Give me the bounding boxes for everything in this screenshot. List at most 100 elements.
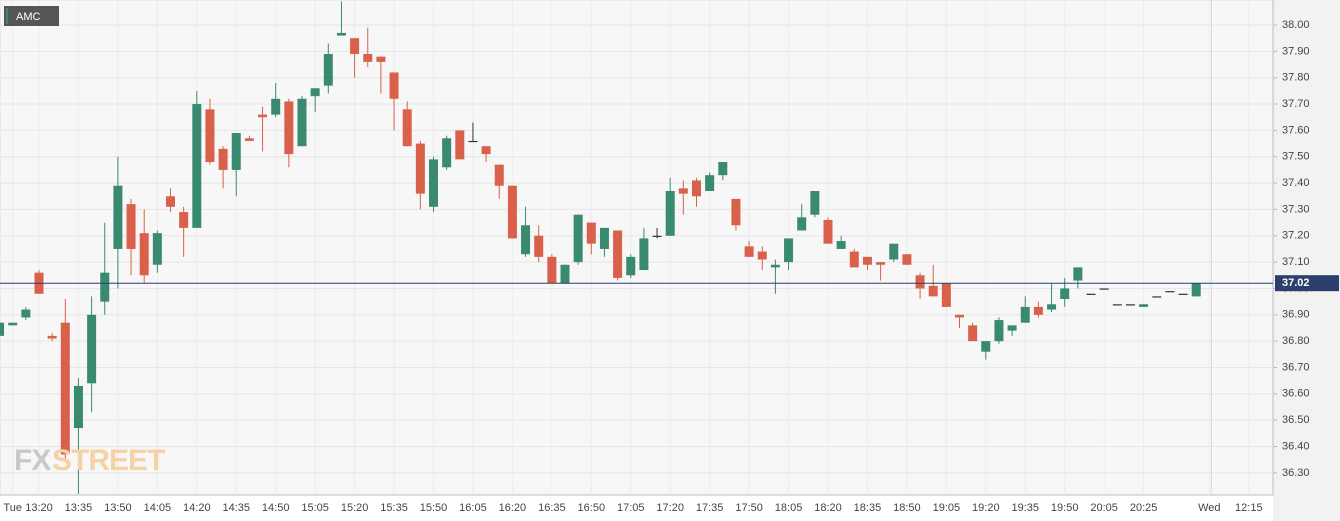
x-tick-label: 15:50	[420, 502, 448, 514]
candle-body	[113, 185, 123, 249]
candle-body	[862, 256, 872, 265]
candle-body	[258, 114, 268, 118]
candle-body	[494, 164, 504, 186]
candle-body	[547, 256, 557, 284]
candle-body	[1112, 304, 1122, 306]
y-tick-label: 37.40	[1282, 177, 1310, 189]
candle-body	[941, 283, 951, 307]
y-tick-label: 36.50	[1282, 414, 1310, 426]
candle-body	[560, 264, 570, 284]
candle-body	[744, 246, 754, 257]
watermark-street: STREET	[52, 444, 165, 477]
x-tick-label: 19:35	[1011, 502, 1039, 514]
candle-body	[994, 320, 1004, 342]
x-tick-label: 14:05	[144, 502, 172, 514]
candle-body	[271, 98, 281, 115]
candle-body	[192, 104, 202, 228]
candle-body	[1047, 304, 1057, 310]
x-tick-label: 16:20	[499, 502, 527, 514]
candle-body	[1033, 306, 1043, 315]
candle-body	[389, 72, 399, 99]
candle-body	[166, 196, 175, 207]
x-tick-label: 18:50	[893, 502, 921, 514]
x-tick-label: 16:35	[538, 502, 566, 514]
candle-body	[1125, 304, 1135, 306]
y-tick-label: 36.70	[1282, 361, 1310, 373]
candle-body	[139, 233, 149, 276]
x-tick-label: 20:25	[1130, 502, 1158, 514]
candle-body	[1191, 283, 1201, 297]
candle-body	[507, 185, 517, 239]
candle-body	[1139, 304, 1149, 307]
x-tick-label: 17:35	[696, 502, 724, 514]
x-tick-label: 19:05	[933, 502, 961, 514]
x-tick-label: 15:05	[301, 502, 329, 514]
candle-body	[218, 148, 228, 170]
candle-body	[297, 98, 307, 147]
legend-swatch	[6, 8, 8, 24]
x-tick-label: 14:35	[222, 502, 250, 514]
candle-body	[8, 322, 18, 326]
x-tick-label: 19:50	[1051, 502, 1079, 514]
candle-body	[876, 262, 886, 265]
candle-body	[928, 285, 938, 297]
legend-label: AMC	[16, 11, 41, 23]
y-tick-label: 37.90	[1282, 45, 1310, 57]
candle-body	[731, 198, 741, 226]
x-tick-label: 16:50	[578, 502, 606, 514]
x-tick-label: 19:20	[972, 502, 1000, 514]
candle-body	[323, 54, 333, 86]
y-tick-label: 38.00	[1282, 19, 1310, 31]
x-tick-label: 18:20	[814, 502, 842, 514]
candle-body	[1099, 288, 1109, 290]
candle-body	[968, 325, 978, 342]
candle-body	[442, 138, 452, 168]
y-tick-label: 37.30	[1282, 203, 1310, 215]
y-tick-label: 36.60	[1282, 388, 1310, 400]
y-tick-label: 36.80	[1282, 335, 1310, 347]
x-tick-label: Wed	[1198, 502, 1220, 514]
candle-body	[784, 238, 794, 263]
x-tick-label: 12:15	[1235, 502, 1263, 514]
last-value-label: 37.02	[1282, 277, 1310, 289]
candle-body	[126, 204, 136, 249]
candle-body	[481, 146, 491, 155]
candle-body	[402, 109, 412, 147]
x-tick-label: 17:05	[617, 502, 645, 514]
candle-body	[415, 143, 425, 194]
x-tick-label: Tue	[3, 502, 22, 514]
x-tick-label: 15:35	[380, 502, 408, 514]
y-tick-label: 36.90	[1282, 309, 1310, 321]
candle-body	[981, 341, 991, 352]
y-tick-label: 37.50	[1282, 151, 1310, 163]
candle-body	[626, 256, 636, 276]
candle-body	[284, 101, 294, 155]
candle-body	[376, 56, 386, 62]
x-tick-label: 18:35	[854, 502, 882, 514]
candle-body	[757, 251, 767, 260]
candle-body	[849, 251, 859, 268]
candle-body	[336, 32, 346, 36]
y-tick-label: 37.20	[1282, 230, 1310, 242]
x-tick-label: 14:20	[183, 502, 211, 514]
candle-body	[1060, 288, 1070, 300]
candle-body	[73, 385, 83, 429]
candle-body	[955, 314, 964, 318]
x-tick-label: 13:20	[25, 502, 53, 514]
candle-body	[1165, 291, 1175, 293]
candle-body	[1020, 306, 1030, 323]
candle-body	[1086, 293, 1096, 295]
y-tick-label: 36.40	[1282, 440, 1310, 452]
candle-body	[455, 130, 465, 160]
candle-body	[21, 309, 31, 318]
candle-body	[534, 235, 544, 257]
candle-body	[902, 254, 912, 265]
x-tick-label: 14:50	[262, 502, 290, 514]
candle-body	[0, 322, 5, 336]
candle-body	[797, 217, 807, 231]
x-tick-label: 13:50	[104, 502, 132, 514]
y-axis-area	[1273, 0, 1340, 521]
candle-body	[152, 233, 162, 265]
